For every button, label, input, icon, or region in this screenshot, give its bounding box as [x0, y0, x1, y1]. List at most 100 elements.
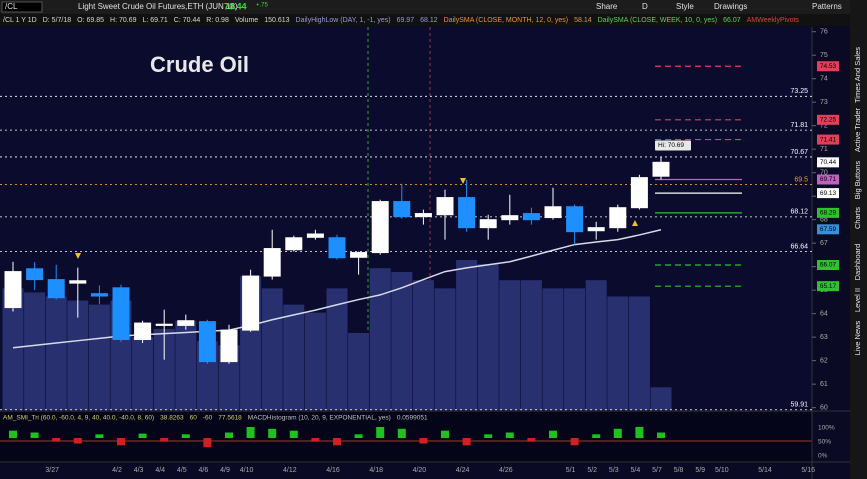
histogram-bar — [484, 434, 493, 438]
volume-bar — [477, 264, 499, 410]
price-tag — [817, 157, 839, 168]
candle-body — [522, 213, 540, 221]
y-tick-label: 68 — [820, 217, 828, 224]
sidebar-tab[interactable]: Live News — [853, 320, 862, 355]
last-price: 70.44 — [224, 1, 247, 11]
level-label: 59.91 — [790, 402, 808, 409]
x-tick-label: 4/20 — [413, 467, 427, 474]
histogram-bar — [549, 430, 557, 438]
histogram-bar — [635, 427, 644, 438]
toolbar — [0, 0, 867, 14]
y-tick-label: 64 — [820, 311, 828, 318]
x-tick-label: 5/3 — [609, 467, 619, 474]
price-tag — [817, 224, 839, 235]
price-tag — [817, 174, 839, 185]
candle-body — [630, 177, 648, 209]
x-tick-label: 5/2 — [587, 467, 597, 474]
sidebar-tab[interactable]: Dashboard — [853, 244, 862, 281]
y-tick-label: 74 — [820, 76, 828, 83]
button[interactable]: D — [642, 2, 648, 11]
indicator-label: -60 — [203, 415, 213, 422]
sidebar-tab[interactable]: Level II — [853, 288, 862, 312]
level-label: 71.81 — [790, 122, 808, 129]
level-label: 69.5 — [794, 176, 808, 183]
candle-body — [90, 293, 108, 297]
candle-body — [155, 323, 173, 326]
histogram-bar — [289, 430, 298, 438]
histogram-bar — [419, 438, 428, 444]
histogram-bar — [181, 434, 190, 438]
signal-arrow — [460, 178, 466, 184]
button[interactable]: Drawings — [714, 2, 747, 11]
price-tag — [817, 114, 839, 125]
volume-bar — [283, 304, 305, 410]
button[interactable]: Patterns — [812, 2, 842, 11]
volume-bar — [88, 304, 110, 410]
histogram-bar — [613, 428, 622, 438]
signal-arrow — [632, 220, 638, 226]
header-item: D: 5/7/18 — [43, 17, 72, 24]
price-tag-label: 72.25 — [820, 117, 837, 124]
indicator-label: MACDHistogram (10, 20, 9, EXPONENTIAL, y… — [248, 415, 391, 422]
volume-bar — [456, 260, 478, 410]
histogram-bar — [333, 438, 341, 446]
sidebar-tab[interactable]: Big Buttons — [853, 161, 862, 200]
sidebar — [850, 0, 867, 479]
volume-bar — [607, 296, 629, 410]
histogram-bar — [246, 427, 255, 438]
histogram-bar — [441, 430, 449, 438]
histogram-bar — [592, 434, 601, 438]
study-value: 58.14 — [574, 17, 592, 24]
header-bar — [0, 14, 850, 26]
indicator-axis-label: 100% — [818, 425, 835, 432]
study-name: AMWeeklyPivots — [747, 17, 800, 24]
study-value: 68.12 — [420, 17, 438, 24]
price-tag — [817, 134, 839, 145]
volume-bar — [326, 288, 348, 410]
volume-bar — [67, 300, 89, 410]
sidebar-tab[interactable]: Times And Sales — [853, 47, 862, 103]
candle-body — [220, 329, 238, 363]
y-tick-label: 73 — [820, 99, 828, 106]
candle-body — [479, 219, 497, 229]
price-change: +.75 — [256, 3, 269, 9]
price-tag-label: 68.29 — [820, 210, 837, 217]
price-tag — [817, 281, 839, 292]
button[interactable]: Style — [676, 2, 694, 11]
volume-bar — [564, 288, 586, 410]
x-tick-label: 5/1 — [566, 467, 576, 474]
histogram-bar — [657, 432, 665, 438]
button[interactable]: Share — [596, 2, 618, 11]
x-tick-label: 4/10 — [240, 467, 254, 474]
volume-bar — [412, 280, 434, 410]
histogram-bar — [570, 438, 579, 446]
histogram-bar — [268, 428, 277, 438]
candle-body — [371, 201, 389, 254]
histogram-bar — [354, 434, 363, 438]
candle-body — [134, 322, 152, 341]
x-tick-label: 4/4 — [155, 467, 165, 474]
volume-bar — [628, 296, 650, 410]
header-item: /CL 1 Y 1D — [3, 17, 37, 24]
symbol-box[interactable] — [1, 1, 43, 13]
candle-body — [47, 279, 65, 299]
study-value: 66.07 — [723, 17, 741, 24]
study-value: 69.97 — [397, 17, 415, 24]
x-tick-label: 4/16 — [326, 467, 340, 474]
sidebar-tab[interactable]: Active Trader — [853, 107, 862, 152]
symbol[interactable]: /CL — [5, 2, 18, 11]
x-tick-label: 4/12 — [283, 467, 297, 474]
x-tick-label: 4/6 — [199, 467, 209, 474]
indicator-label: 60 — [190, 415, 198, 422]
level-label: 73.25 — [790, 88, 808, 95]
sidebar-tab[interactable]: Charts — [853, 207, 862, 229]
x-tick-label: 4/3 — [134, 467, 144, 474]
x-tick-label: 5/7 — [652, 467, 662, 474]
y-tick-label: 61 — [820, 381, 828, 388]
candle-body — [609, 207, 627, 229]
chart-title: Crude Oil — [150, 52, 249, 77]
y-tick-label: 76 — [820, 29, 828, 36]
price-tag-label: 71.41 — [820, 136, 837, 143]
candle-body — [652, 161, 670, 177]
volume-bar — [304, 312, 326, 410]
